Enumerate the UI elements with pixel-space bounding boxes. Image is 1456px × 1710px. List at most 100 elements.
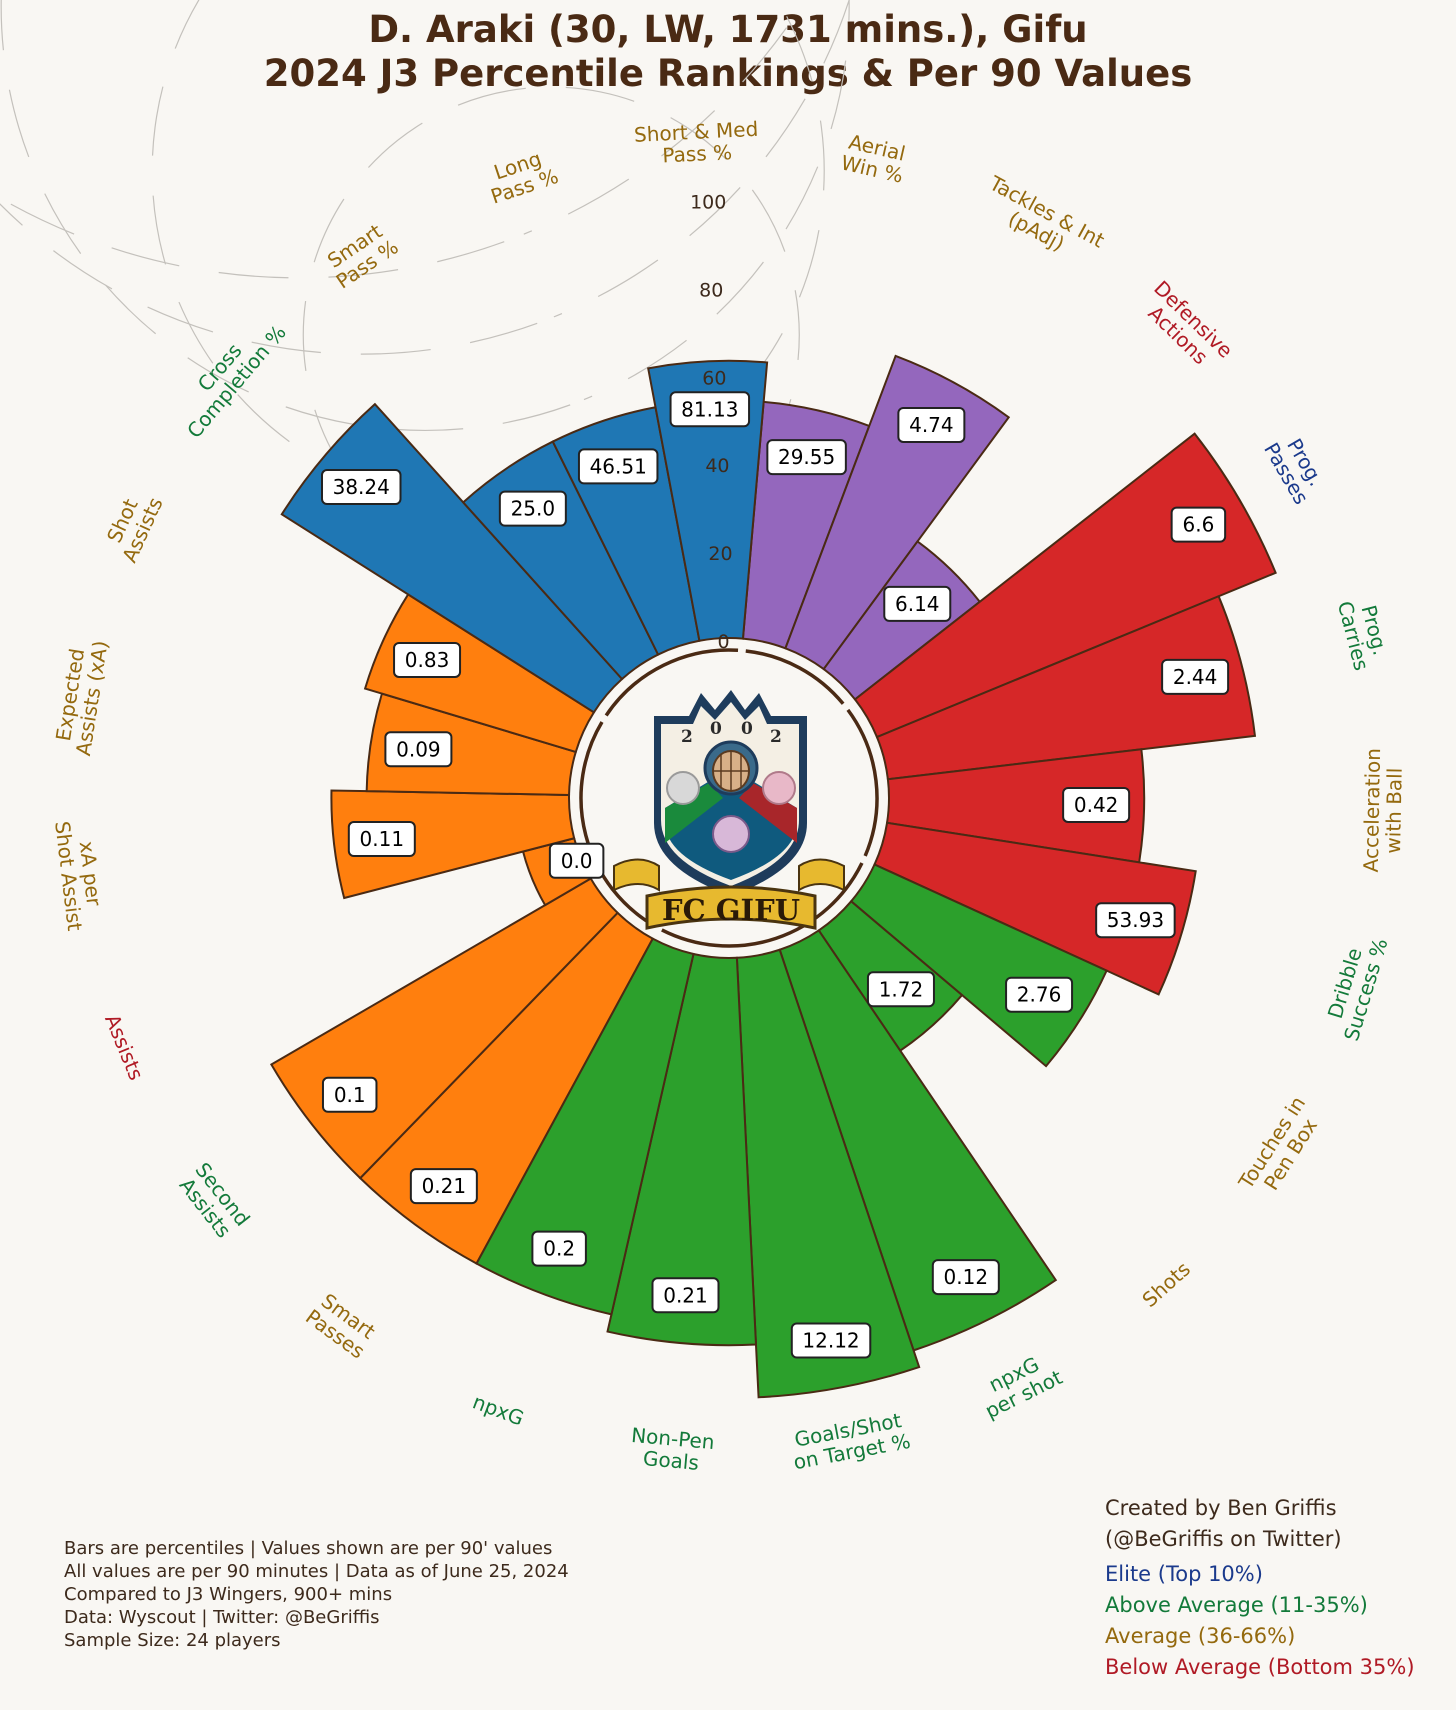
value-label-box	[1005, 976, 1074, 1013]
radial-tick-label: 40	[705, 455, 729, 477]
value-label-text: 12.12	[802, 1328, 859, 1352]
value-label: 0.42	[1062, 786, 1131, 823]
value-label: 2.44	[1161, 658, 1230, 695]
bar-touches-in-pen-box	[849, 863, 1108, 1068]
crest-year-digit: 0	[741, 719, 753, 739]
value-label-box	[866, 971, 935, 1008]
value-label-box	[498, 490, 567, 527]
value-label: 29.55	[766, 439, 847, 476]
metric-label: Assists	[100, 1011, 148, 1084]
metric-label: Goals/Shoton Target %	[787, 1407, 912, 1474]
value-label-box	[321, 469, 402, 506]
value-label-text: 0.21	[422, 1174, 467, 1198]
metric-label: npxGper shot	[972, 1345, 1067, 1423]
value-label-text: 1.72	[879, 977, 924, 1001]
value-label: 25.0	[498, 490, 567, 527]
value-label: 0.83	[393, 641, 462, 678]
value-label: 2.76	[1005, 976, 1074, 1013]
group-arc-progression	[846, 708, 879, 857]
value-label: 0.1	[321, 1076, 378, 1113]
value-label-box	[1062, 786, 1131, 823]
grid-ring	[0, 0, 850, 355]
crest-year-digit: 2	[681, 727, 693, 747]
value-label-box	[393, 641, 462, 678]
value-label: 0.11	[347, 821, 416, 858]
radial-tick-label: 100	[690, 191, 726, 213]
grid-ring	[151, 0, 825, 508]
bars	[269, 354, 1277, 1399]
metric-label: SecondAssists	[173, 1158, 255, 1244]
crest-year-digit: 2	[770, 727, 782, 747]
value-label-box	[409, 1168, 478, 1205]
footnote-line: Data: Wyscout | Twitter: @BeGriffis	[64, 1607, 380, 1628]
metric-label: npxG	[469, 1389, 527, 1430]
value-label-text: 0.0	[561, 849, 593, 873]
metric-label: Tackles & Int(pAdj)	[974, 170, 1108, 271]
value-label-text: 0.83	[405, 648, 450, 672]
value-label-box	[384, 731, 453, 768]
radial-tick-label: 80	[699, 279, 723, 301]
grid-ring	[0, 0, 850, 432]
bar-prog-passes	[853, 432, 1277, 739]
value-label-box	[766, 439, 847, 476]
bar-prog-carries	[875, 594, 1257, 781]
title-line-2: 2024 J3 Percentile Rankings & Per 90 Val…	[263, 52, 1193, 95]
footnote-line: Bars are percentiles | Values shown are …	[64, 1538, 553, 1559]
bar-npxg	[475, 937, 695, 1316]
metric-label: SmartPasses	[301, 1287, 382, 1364]
value-label: 12.12	[790, 1322, 872, 1359]
value-label-box	[531, 1230, 587, 1267]
legend-entry: Average (36-66%)	[1105, 1624, 1296, 1648]
radial-tick-label: 60	[702, 367, 726, 389]
footnotes: Bars are percentiles | Values shown are …	[64, 1537, 569, 1652]
bar-non-pen-goals	[606, 952, 758, 1347]
footnote-line: Sample Size: 24 players	[64, 1630, 281, 1651]
metric-label: LongPass %	[481, 143, 562, 209]
value-label-text: 0.42	[1074, 793, 1119, 817]
value-label: 0.21	[651, 1277, 720, 1314]
footnote-line: Compared to J3 Wingers, 900+ mins	[64, 1584, 393, 1605]
bar-short-med-pass-	[647, 359, 769, 642]
club-crest-logo: 2 0 0 2 FC GIFU	[613, 690, 845, 930]
bar-npxg-per-shot	[778, 929, 1058, 1352]
metric-label: Accelerationwith Ball	[1359, 748, 1407, 873]
value-labels: 29.55 4.74 6.14 6.6 2.44 0.42 53.93 2.76 1.72 0.1…	[321, 391, 1230, 1359]
bar-dribble-success-	[873, 821, 1197, 996]
value-label-box	[321, 1076, 378, 1113]
metric-label: ExpectedAssists (xA)	[49, 635, 112, 757]
value-label: 0.21	[409, 1168, 478, 1205]
metric-label: DribbleSuccess %	[1318, 929, 1393, 1044]
metric-label: xA perShot Assist	[50, 817, 109, 932]
group-arc-passing	[604, 648, 739, 717]
metric-label: AerialWin %	[839, 129, 911, 188]
value-label-text: 29.55	[778, 445, 835, 469]
value-label-text: 0.09	[396, 737, 441, 761]
value-label-box	[577, 448, 659, 485]
value-label: 0.2	[531, 1230, 587, 1267]
title-line-1: D. Araki (30, LW, 1731 mins.), Gifu	[368, 8, 1088, 51]
value-label: 1.72	[866, 971, 935, 1008]
value-label-text: 81.13	[681, 397, 738, 421]
metric-label: Touches inPen Box	[1233, 1092, 1328, 1206]
value-label-text: 2.76	[1017, 983, 1062, 1007]
value-label-text: 6.14	[895, 592, 940, 616]
value-label-text: 0.1	[334, 1083, 366, 1107]
group-arc-defense	[745, 649, 845, 705]
value-label-box	[931, 1259, 1000, 1296]
value-label-text: 0.2	[543, 1237, 575, 1261]
value-label: 4.74	[897, 406, 966, 443]
metric-label: Prog.Passes	[1259, 427, 1332, 508]
legend: Elite (Top 10%) Above Average (11-35%) Ave…	[1105, 1559, 1415, 1683]
metric-label: ShotAssists	[97, 484, 167, 566]
value-label: 38.24	[321, 469, 402, 506]
credit-line: (@BeGriffis on Twitter)	[1105, 1527, 1342, 1551]
value-label-text: 0.11	[360, 827, 405, 851]
bar-goals-shot-on-target-	[735, 948, 921, 1399]
credit-and-legend: Created by Ben Griffis (@BeGriffis on Tw…	[1105, 1493, 1415, 1683]
value-label-text: 38.24	[333, 475, 390, 499]
legend-entry: Above Average (11-35%)	[1105, 1593, 1368, 1617]
value-label-text: 0.12	[944, 1265, 989, 1289]
crest-year-digit: 0	[710, 719, 722, 739]
legend-entry: Elite (Top 10%)	[1105, 1562, 1263, 1586]
